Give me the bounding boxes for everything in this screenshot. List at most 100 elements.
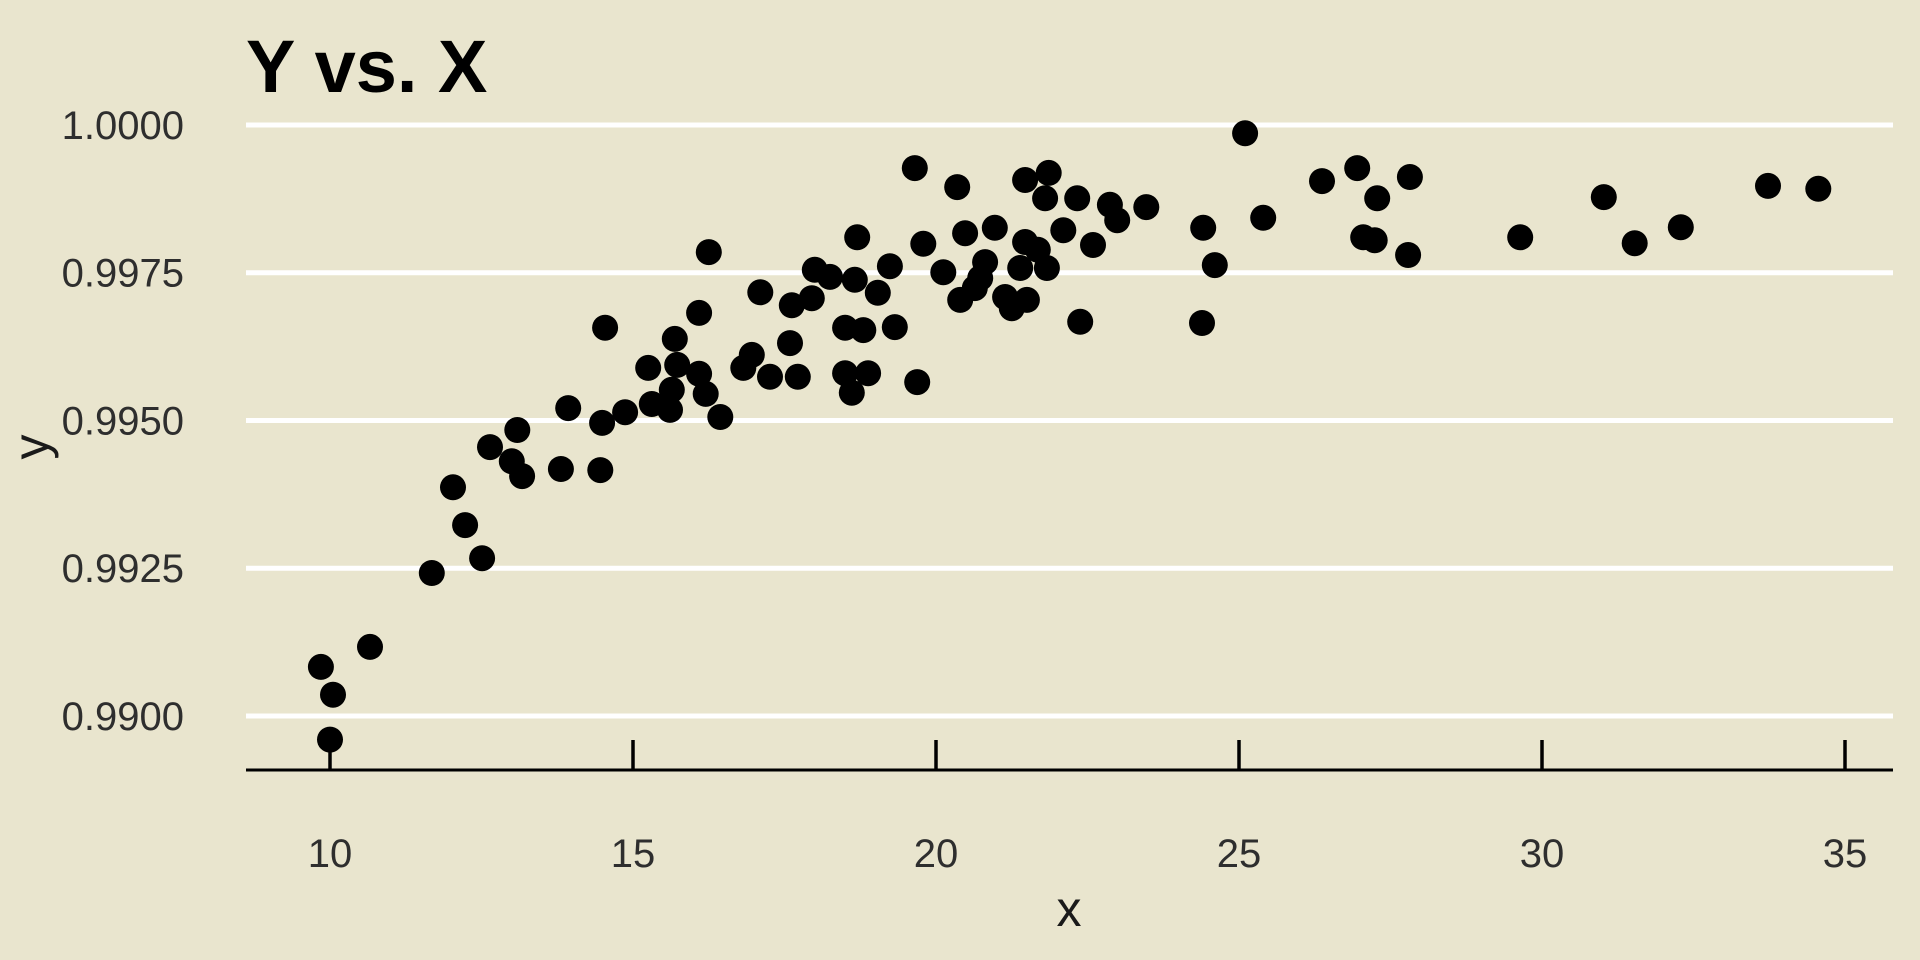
- points-group: [307, 120, 1832, 753]
- data-point: [695, 239, 722, 266]
- data-point: [317, 726, 343, 753]
- data-point: [612, 399, 639, 426]
- data-point: [1396, 164, 1423, 190]
- data-point: [452, 512, 479, 539]
- data-point: [864, 279, 891, 306]
- data-point: [1755, 172, 1781, 199]
- data-point: [972, 249, 999, 276]
- data-point: [1032, 185, 1059, 212]
- data-point: [850, 317, 877, 344]
- data-point: [547, 456, 574, 482]
- x-tick-label: 25: [1217, 832, 1262, 876]
- chart-title: Y vs. X: [246, 25, 487, 108]
- data-point: [1232, 120, 1259, 147]
- data-point: [707, 404, 734, 430]
- data-point: [757, 363, 783, 390]
- data-point: [592, 314, 619, 341]
- data-point: [1007, 255, 1034, 281]
- data-point: [1507, 224, 1534, 251]
- data-point: [1035, 159, 1062, 186]
- data-point: [1395, 242, 1422, 268]
- data-point: [817, 263, 843, 290]
- x-tick-label: 20: [914, 832, 959, 876]
- data-point: [910, 230, 937, 257]
- data-point: [1133, 194, 1160, 221]
- x-axis-tick-labels: 10 15 20 25 30 35: [308, 832, 1868, 876]
- y-tick-label: 0.9900: [62, 695, 184, 739]
- x-tick-label: 30: [1520, 832, 1565, 876]
- y-tick-label: 0.9925: [62, 547, 184, 591]
- data-point: [657, 396, 683, 423]
- data-point: [901, 155, 928, 182]
- data-point: [747, 279, 774, 306]
- data-point: [555, 395, 582, 422]
- data-point: [1590, 184, 1617, 211]
- data-point: [307, 653, 334, 680]
- data-point: [440, 474, 466, 501]
- data-point: [1201, 252, 1228, 279]
- data-point: [841, 266, 868, 293]
- data-point: [418, 560, 445, 586]
- data-point: [855, 360, 882, 387]
- data-point: [944, 174, 971, 201]
- data-point: [587, 457, 614, 484]
- data-point: [589, 409, 616, 436]
- x-axis-title: x: [1057, 881, 1082, 937]
- y-axis-title: y: [3, 435, 59, 460]
- data-point: [1189, 310, 1215, 336]
- y-axis-tick-labels: 0.9900 0.9925 0.9950 0.9975 1.0000: [62, 104, 184, 739]
- data-point: [661, 325, 688, 352]
- data-point: [1621, 230, 1648, 257]
- data-point: [961, 275, 988, 302]
- data-point: [832, 360, 859, 387]
- data-point: [509, 463, 536, 490]
- data-point: [1364, 185, 1391, 212]
- y-tick-label: 1.0000: [62, 104, 184, 148]
- data-point: [477, 434, 503, 461]
- data-point: [778, 292, 805, 319]
- data-point: [469, 545, 496, 572]
- data-point: [838, 379, 865, 406]
- data-point: [798, 285, 825, 312]
- y-tick-label: 0.9975: [62, 252, 184, 296]
- data-point: [784, 363, 811, 390]
- x-tick-label: 15: [611, 832, 656, 876]
- data-point: [1250, 204, 1277, 231]
- data-point: [777, 330, 803, 357]
- data-point: [1064, 185, 1091, 212]
- x-tick-label: 10: [308, 832, 353, 876]
- data-point: [692, 380, 719, 407]
- data-point: [320, 681, 346, 708]
- data-point: [881, 314, 908, 341]
- x-tick-label: 35: [1823, 832, 1868, 876]
- data-point: [844, 224, 871, 251]
- data-point: [686, 299, 713, 326]
- data-point: [1012, 167, 1039, 193]
- x-axis-group: [246, 740, 1893, 772]
- data-point: [1104, 207, 1131, 234]
- data-point: [1309, 168, 1335, 195]
- data-point: [635, 354, 662, 381]
- data-point: [1361, 227, 1388, 254]
- data-point: [981, 214, 1008, 241]
- data-point: [1080, 232, 1106, 258]
- data-point: [504, 417, 531, 443]
- data-point: [1050, 217, 1077, 244]
- data-point: [952, 220, 979, 247]
- data-point: [357, 633, 383, 660]
- data-point: [1667, 214, 1694, 241]
- y-tick-label: 0.9950: [62, 400, 184, 444]
- x-axis-ticks-group: [328, 740, 1847, 770]
- data-point: [1805, 175, 1832, 202]
- data-point: [876, 253, 903, 280]
- data-point: [686, 360, 713, 387]
- data-point: [930, 259, 957, 286]
- data-point: [1190, 214, 1217, 241]
- data-point: [1033, 255, 1060, 281]
- data-point: [1344, 155, 1371, 182]
- data-point: [1067, 308, 1094, 335]
- data-point: [904, 369, 931, 396]
